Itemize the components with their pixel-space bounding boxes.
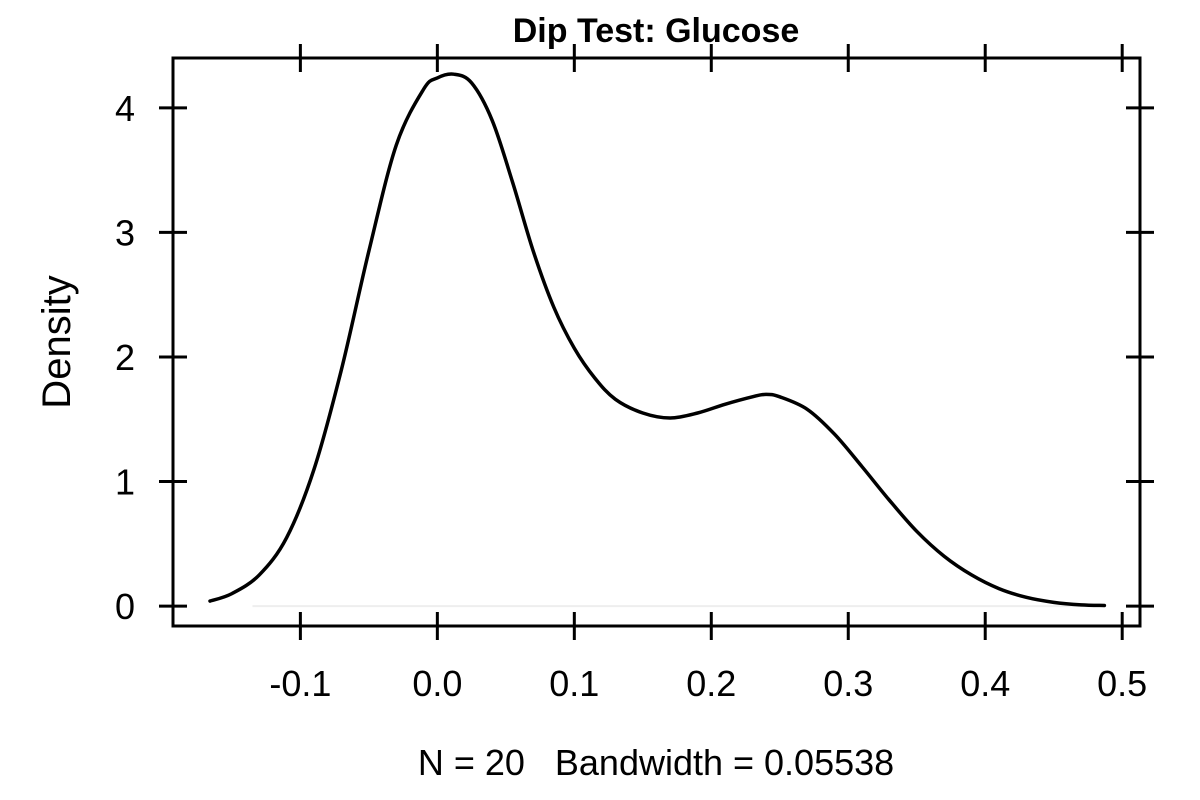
- y-tick-label: 1: [115, 462, 135, 503]
- x-tick-label: 0.2: [686, 663, 736, 704]
- x-axis-bottom-ticks: [298, 612, 1124, 640]
- y-tick-label: 2: [115, 337, 135, 378]
- x-axis-subtitle: N = 20 Bandwidth = 0.05538: [418, 742, 894, 783]
- density-curve: [208, 72, 1107, 608]
- x-axis-top-ticks: [298, 44, 1124, 72]
- x-tick-label: 0.5: [1097, 663, 1147, 704]
- x-tick-labels: -0.1 0.0 0.1 0.2 0.3 0.4 0.5: [269, 663, 1147, 704]
- y-tick-labels: 0 1 2 3 4: [115, 88, 135, 627]
- y-tick-label: 0: [115, 586, 135, 627]
- x-tick-label: 0.1: [549, 663, 599, 704]
- x-tick-label: 0.4: [960, 663, 1010, 704]
- x-tick-label: 0.0: [412, 663, 462, 704]
- x-tick-label: -0.1: [269, 663, 331, 704]
- y-axis-right-ticks: [1126, 106, 1154, 608]
- y-tick-label: 4: [115, 88, 135, 129]
- y-axis-left-ticks: [159, 106, 187, 608]
- chart-title: Dip Test: Glucose: [513, 12, 800, 50]
- plot-frame: [171, 56, 1142, 628]
- y-tick-label: 3: [115, 212, 135, 253]
- y-axis-title: Density: [35, 275, 79, 408]
- x-tick-label: 0.3: [823, 663, 873, 704]
